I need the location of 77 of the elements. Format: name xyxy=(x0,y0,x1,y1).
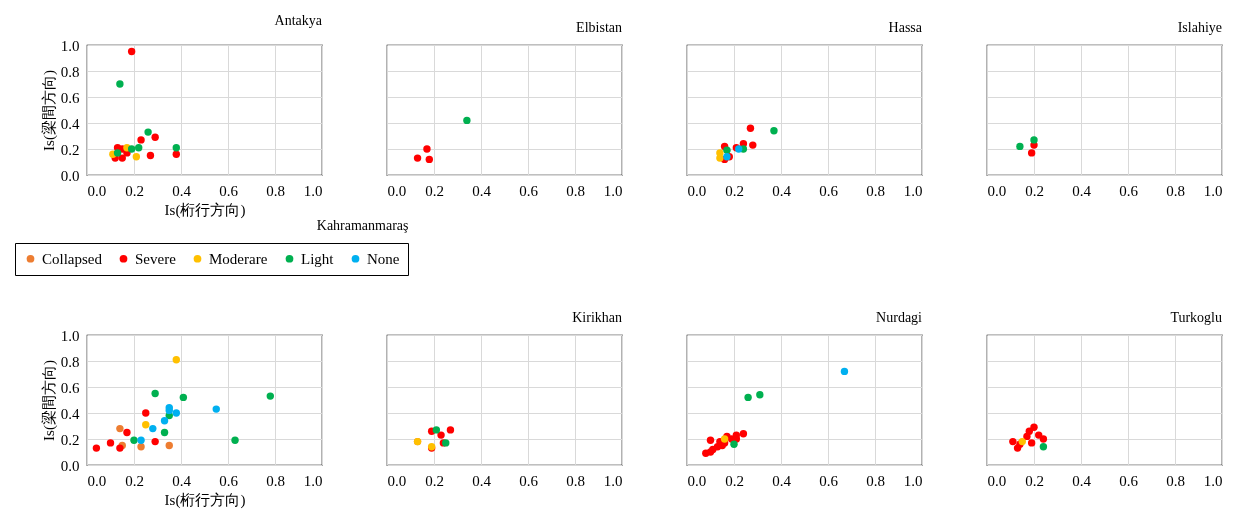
y-tick-label: 1.0 xyxy=(60,327,80,344)
x-tick-label: 0.0 xyxy=(387,472,407,489)
x-tick-label: 0.6 xyxy=(1119,182,1139,199)
x-tick-label: 1.0 xyxy=(903,182,923,199)
x-tick-label: 0.8 xyxy=(566,472,585,489)
x-tick-label: 0.8 xyxy=(1166,182,1185,199)
y-tick-label: 0.4 xyxy=(60,115,80,132)
x-tick-label: 0.0 xyxy=(87,182,107,199)
x-tick-label: 1.0 xyxy=(1203,182,1223,199)
x-tick-label: 0.0 xyxy=(687,182,707,199)
x-tick-label: 0.8 xyxy=(566,182,585,199)
y-tick-label: 0.8 xyxy=(60,353,80,370)
x-axis-title: Is(桁行方向) xyxy=(164,201,246,219)
x-tick-label: 0.0 xyxy=(987,472,1007,489)
y-tick-label: 0.2 xyxy=(60,141,80,158)
legend-label: Light xyxy=(301,250,335,267)
x-tick-label: 1.0 xyxy=(603,472,623,489)
x-tick-label: 0.8 xyxy=(1166,472,1185,489)
legend-label: None xyxy=(367,250,400,267)
x-tick-label: 0.4 xyxy=(472,472,492,489)
x-tick-label: 0.6 xyxy=(819,472,839,489)
x-axis-title: Is(桁行方向) xyxy=(164,491,246,509)
y-axis-title: Is(梁間方向) xyxy=(40,70,58,151)
x-tick-label: 0.2 xyxy=(125,182,144,199)
x-tick-label: 1.0 xyxy=(303,182,323,199)
x-tick-label: 0.2 xyxy=(425,472,444,489)
x-tick-label: 0.8 xyxy=(866,472,885,489)
x-tick-label: 0.6 xyxy=(519,472,539,489)
x-tick-label: 0.6 xyxy=(519,182,539,199)
x-tick-label: 0.0 xyxy=(987,182,1007,199)
text: Kahramanmaraş xyxy=(316,217,409,233)
x-tick-label: 0.4 xyxy=(772,472,792,489)
chart-title: Hassa xyxy=(888,20,923,35)
x-tick-label: 0.6 xyxy=(219,182,239,199)
x-tick-label: 0.4 xyxy=(1072,472,1092,489)
x-tick-label: 0.0 xyxy=(687,472,707,489)
x-tick-label: 0.2 xyxy=(725,472,744,489)
y-tick-label: 0.2 xyxy=(60,431,80,448)
x-tick-label: 0.4 xyxy=(772,182,792,199)
y-tick-label: 0.0 xyxy=(60,457,80,474)
x-tick-label: 1.0 xyxy=(603,182,623,199)
y-tick-label: 0.6 xyxy=(60,379,80,396)
x-tick-label: 0.8 xyxy=(266,182,285,199)
chart-title: Islahiye xyxy=(1177,20,1222,35)
y-tick-label: 0.6 xyxy=(60,89,80,106)
x-tick-label: 0.2 xyxy=(425,182,444,199)
x-tick-label: 0.6 xyxy=(819,182,839,199)
x-tick-label: 0.2 xyxy=(125,472,144,489)
x-tick-label: 0.2 xyxy=(725,182,744,199)
chart-title: Nurdagi xyxy=(876,310,923,325)
chart-title: Elbistan xyxy=(576,20,622,35)
y-axis-title: Is(梁間方向) xyxy=(40,360,58,441)
x-tick-label: 1.0 xyxy=(303,472,323,489)
x-tick-label: 0.8 xyxy=(266,472,285,489)
x-tick-label: 0.2 xyxy=(1025,472,1044,489)
legend-label: Collapsed xyxy=(42,250,103,267)
x-tick-label: 1.0 xyxy=(1203,472,1223,489)
legend-label: Severe xyxy=(135,250,177,267)
x-tick-label: 0.6 xyxy=(219,472,239,489)
x-tick-label: 0.8 xyxy=(866,182,885,199)
chart-title: Antakya xyxy=(274,13,323,28)
chart-title: Turkoglu xyxy=(1170,310,1222,325)
x-tick-label: 0.4 xyxy=(172,472,192,489)
x-tick-label: 0.0 xyxy=(87,472,107,489)
y-tick-label: 0.4 xyxy=(60,405,80,422)
x-tick-label: 0.2 xyxy=(1025,182,1044,199)
chart-title: Kirikhan xyxy=(572,310,622,325)
y-tick-label: 0.0 xyxy=(60,167,80,184)
x-tick-label: 0.4 xyxy=(472,182,492,199)
x-tick-label: 0.4 xyxy=(172,182,192,199)
y-tick-label: 0.8 xyxy=(60,63,80,80)
legend-label: Moderare xyxy=(209,250,268,267)
x-tick-label: 0.6 xyxy=(1119,472,1139,489)
x-tick-label: 0.4 xyxy=(1072,182,1092,199)
y-tick-label: 1.0 xyxy=(60,37,80,54)
x-tick-label: 1.0 xyxy=(903,472,923,489)
x-tick-label: 0.0 xyxy=(387,182,407,199)
